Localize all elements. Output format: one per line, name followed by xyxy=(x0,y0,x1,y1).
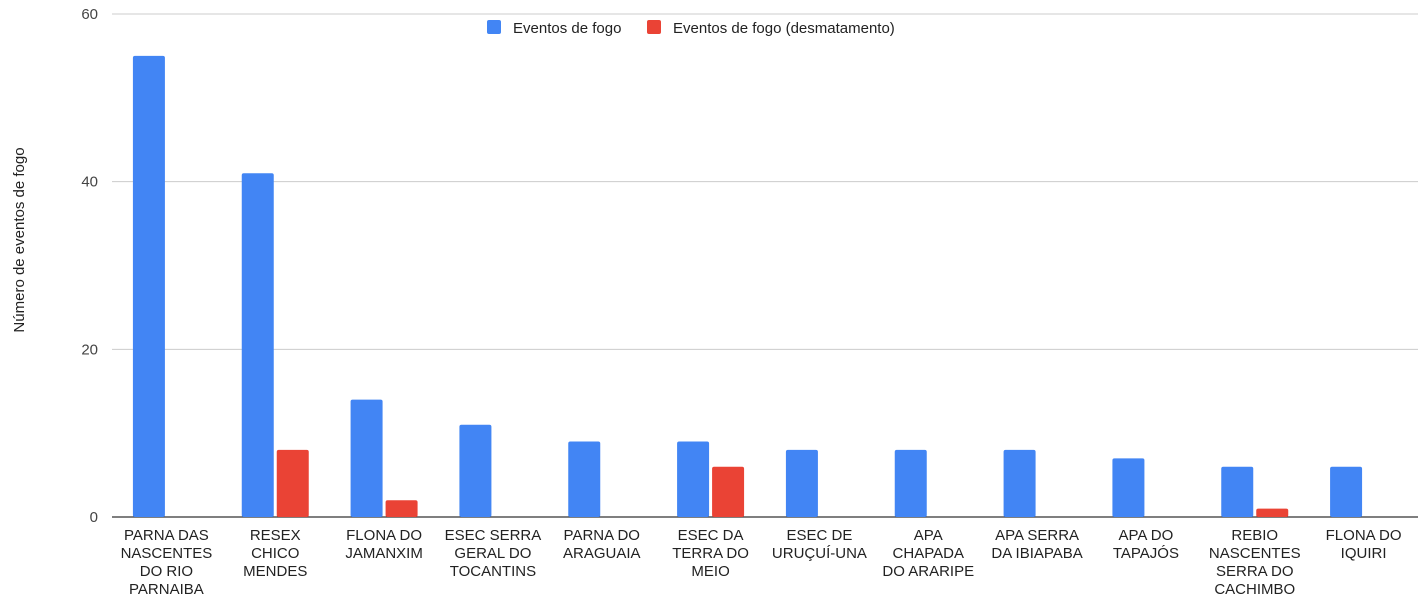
y-tick-label: 40 xyxy=(81,174,98,191)
x-category-label: REBIO NASCENTES SERRA DO CACHIMBO xyxy=(1209,527,1301,595)
bar-eventos-de-fogo xyxy=(459,424,492,517)
x-category-label: APA DO TAPAJÓS xyxy=(1113,527,1179,562)
legend-swatch xyxy=(647,20,661,34)
y-tick-label: 60 xyxy=(81,6,98,23)
legend-label: Eventos de fogo xyxy=(513,20,621,37)
y-tick-label: 0 xyxy=(90,509,98,526)
y-tick-label: 20 xyxy=(81,341,98,358)
gridlines xyxy=(112,13,1418,518)
y-axis-ticks: 0 20 40 60 xyxy=(81,6,98,526)
bar-eventos-de-fogo xyxy=(894,449,927,517)
x-category-label: APA CHAPADA DO ARARIPE xyxy=(882,527,974,580)
x-axis-labels: PARNA DAS NASCENTES DO RIO PARNAIBA RESEX CHI… xyxy=(121,527,1402,595)
bar-eventos-de-fogo xyxy=(568,441,601,517)
x-category-label: ESEC DA TERRA DO MEIO xyxy=(672,527,749,580)
bar-eventos-de-fogo xyxy=(1221,466,1254,517)
x-category-label: PARNA DO ARAGUAIA xyxy=(563,527,641,562)
x-category-label: ESEC SERRA GERAL DO TOCANTINS xyxy=(445,527,542,580)
bar-eventos-de-fogo xyxy=(1003,449,1036,517)
bar-eventos-de-fogo xyxy=(1112,458,1145,517)
x-category-label: RESEX CHICO MENDES xyxy=(243,527,307,580)
bars xyxy=(132,55,1363,518)
bar-eventos-de-fogo-desmatamento xyxy=(276,449,309,517)
x-category-label: PARNA DAS NASCENTES DO RIO PARNAIBA xyxy=(121,527,213,595)
y-axis-title: Número de eventos de fogo xyxy=(11,147,28,332)
bar-eventos-de-fogo xyxy=(132,55,165,518)
bar-eventos-de-fogo xyxy=(350,399,383,517)
x-category-label: ESEC DE URUÇUÍ-UNA xyxy=(772,527,867,562)
bar-eventos-de-fogo xyxy=(677,441,710,517)
x-category-label: APA SERRA DA IBIAPABA xyxy=(991,527,1082,562)
legend-label: Eventos de fogo (desmatamento) xyxy=(673,20,895,37)
bar-eventos-de-fogo-desmatamento xyxy=(712,466,745,517)
bar-eventos-de-fogo xyxy=(1330,466,1363,517)
legend: Eventos de fogo Eventos de fogo (desmatam… xyxy=(487,20,895,37)
bar-eventos-de-fogo xyxy=(241,173,274,518)
bar-eventos-de-fogo-desmatamento xyxy=(385,500,418,517)
bar-eventos-de-fogo-desmatamento xyxy=(1256,508,1289,517)
bar-eventos-de-fogo xyxy=(785,449,818,517)
legend-swatch xyxy=(487,20,501,34)
x-category-label: FLONA DO IQUIRI xyxy=(1326,527,1402,562)
x-category-label: FLONA DO JAMANXIM xyxy=(345,527,423,562)
